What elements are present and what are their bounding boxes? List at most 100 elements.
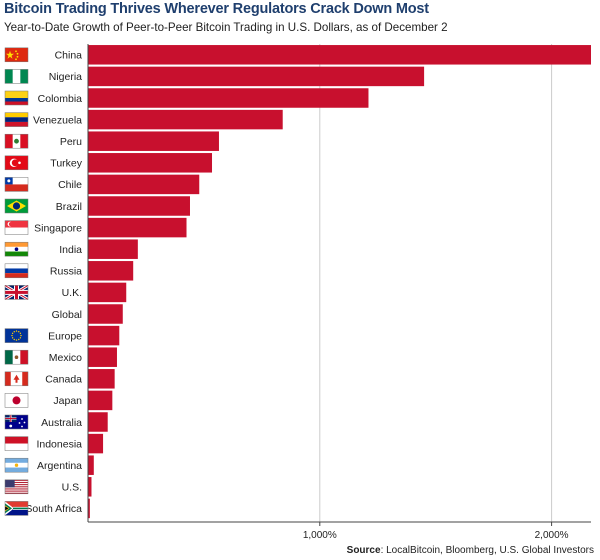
peru-flag-icon (4, 133, 29, 149)
bar (88, 325, 120, 346)
flag-part (5, 91, 28, 98)
flag-border (4, 220, 29, 235)
category-label: Peru (60, 136, 82, 148)
flag-part (11, 332, 14, 335)
flag-border (4, 241, 29, 257)
category-label: Venezuela (33, 114, 82, 126)
japan-flag-icon (4, 393, 29, 408)
flag-part (18, 161, 21, 165)
bar (88, 153, 213, 173)
bar (88, 477, 92, 497)
flag-part (14, 138, 19, 144)
flag-border (4, 198, 29, 214)
flag-part (11, 159, 19, 167)
flag-part (18, 422, 21, 424)
bar (88, 455, 94, 475)
flag-part (23, 421, 26, 424)
flag-part (5, 501, 28, 509)
flag-part (21, 418, 23, 420)
chart-title: Bitcoin Trading Thrives Wherever Regulat… (4, 1, 429, 17)
flag-part (12, 202, 21, 210)
nigeria-flag-icon (4, 69, 29, 84)
flag-part (5, 177, 28, 185)
category-label: Japan (53, 395, 82, 407)
flag-border (4, 285, 29, 300)
flag-border (4, 133, 29, 149)
x-tick-label: 1,000% (303, 530, 337, 541)
south-africa-flag-icon (4, 501, 29, 516)
europe-flag-icon (4, 328, 29, 343)
flag-part (5, 101, 28, 105)
x-tick-label: 2,000% (535, 530, 569, 541)
flag-part (5, 350, 13, 365)
flag-border (4, 457, 29, 473)
flag-part (5, 273, 28, 278)
flag-border (4, 414, 29, 430)
bar (88, 45, 591, 65)
flag-part (5, 508, 28, 516)
flag-part (12, 69, 21, 84)
uk-flag-icon (4, 284, 29, 301)
category-label: Mexico (49, 352, 82, 364)
flag-part (13, 374, 20, 383)
flag-part (21, 425, 23, 428)
source-note: Source: LocalBitcoin, Bloomberg, U.S. Gl… (347, 545, 594, 556)
bar (88, 131, 219, 151)
flag-part (5, 488, 28, 490)
canada-flag-icon (4, 371, 29, 387)
flag-part (9, 424, 13, 428)
category-label: Indonesia (36, 438, 82, 450)
bar (88, 369, 115, 389)
bar (88, 174, 200, 195)
flag-part (14, 463, 19, 467)
flag-part (5, 290, 28, 294)
flag-part (5, 443, 28, 451)
flag-part (5, 263, 28, 269)
flag-part (19, 337, 22, 339)
flag-border (4, 263, 29, 279)
flag-part (5, 479, 15, 488)
category-label: U.K. (62, 287, 82, 299)
flag-part (14, 355, 19, 360)
flag-part (7, 179, 11, 183)
category-label: Argentina (37, 460, 82, 472)
flag-part (5, 436, 28, 444)
flag-part (5, 484, 28, 486)
flag-part (5, 242, 28, 247)
flag-part (5, 251, 28, 257)
flag-part (5, 490, 28, 492)
flag-part (19, 332, 22, 335)
chile-flag-icon (4, 177, 29, 192)
flag-part (16, 55, 19, 58)
flag-border (4, 371, 29, 387)
flag-part (5, 492, 28, 494)
bar (88, 261, 134, 281)
category-label: U.S. (62, 482, 82, 494)
flag-border (4, 155, 29, 171)
category-label: China (55, 50, 83, 62)
flag-border (4, 436, 29, 451)
flag-part (11, 334, 13, 337)
flag-part (14, 247, 19, 251)
flag-border (4, 349, 29, 365)
bar (88, 217, 187, 238)
flag-part (6, 50, 14, 59)
flag-part (5, 481, 28, 484)
bar (88, 66, 425, 87)
bar (88, 109, 283, 130)
category-label: Russia (50, 266, 82, 278)
mexico-flag-icon (4, 349, 29, 365)
flag-part (5, 121, 28, 127)
indonesia-flag-icon (4, 436, 29, 451)
bar (88, 498, 90, 519)
flag-part (5, 371, 11, 386)
bar (88, 196, 190, 216)
source-text: : LocalBitcoin, Bloomberg, U.S. Global I… (380, 545, 594, 556)
flag-part (20, 334, 22, 337)
category-label: Colombia (38, 93, 83, 105)
india-flag-icon (4, 241, 29, 257)
flag-part (18, 331, 20, 333)
category-label: Europe (48, 330, 82, 342)
category-label: Turkey (50, 158, 82, 170)
